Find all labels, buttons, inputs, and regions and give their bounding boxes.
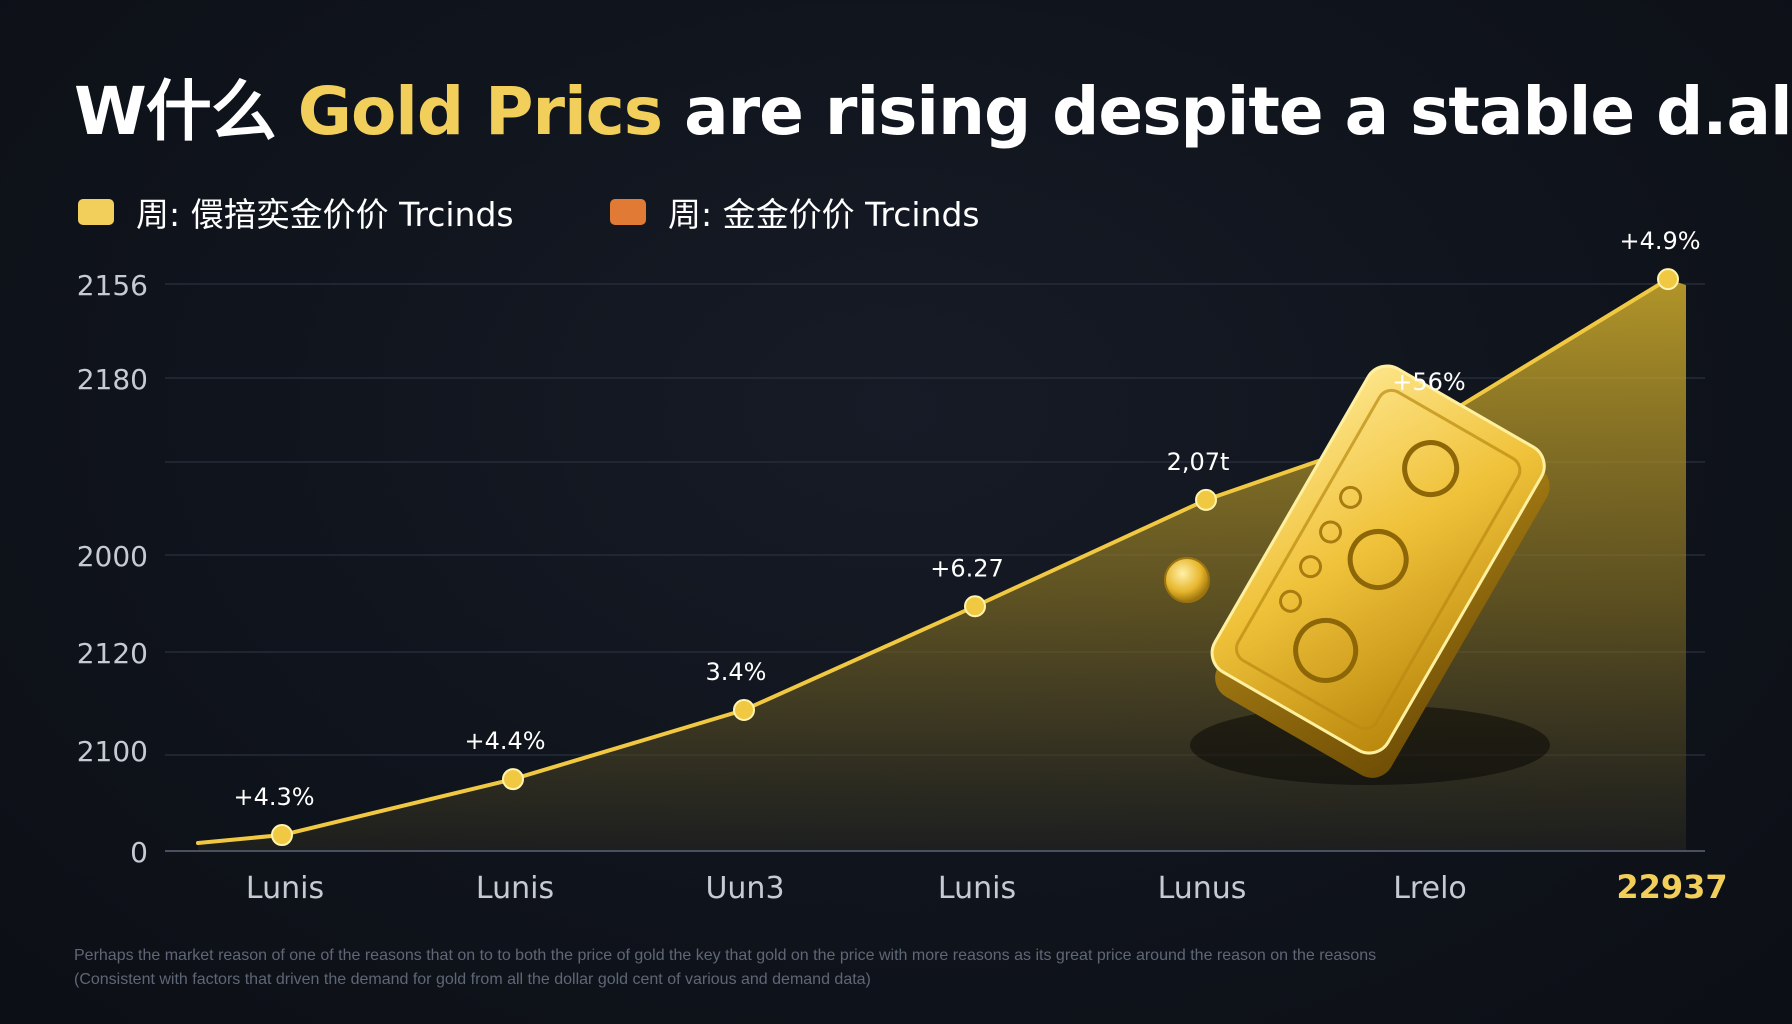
y-tick-label: 2000 <box>77 540 148 573</box>
footnote: Perhaps the market reason of one of the … <box>74 944 1714 992</box>
y-tick-label: 0 <box>130 836 148 869</box>
gold-bar-emblem-bottom <box>1293 617 1359 683</box>
legend-item-2: 周: 金金价价 Trcinds <box>610 190 980 234</box>
title-highlight: Gold Prics <box>297 73 663 150</box>
tick-labels: 2156 2180 2000 2120 2100 0 Lunis Lunis Uun3 Lunis… <box>77 269 1728 906</box>
data-point-marker <box>271 824 293 847</box>
x-tick-label: Lrelo <box>1393 871 1467 906</box>
data-label: +4.3% <box>233 783 314 811</box>
footnote-line-1: Perhaps the market reason of one of the … <box>74 947 1377 964</box>
marker-layer: +4.3% +4.4% 3.4% +6.27 2,07t +56% +4.9% <box>233 227 1701 847</box>
legend-swatch-orange <box>610 199 646 225</box>
data-label: +4.9% <box>1619 227 1700 255</box>
legend-item-1: 周: 儇揞奕金价价 Trcinds <box>78 190 514 234</box>
gold-bar-illustration <box>1164 364 1550 785</box>
gold-bar-dot-1 <box>1339 485 1363 509</box>
y-tick-label: 2120 <box>77 637 148 670</box>
x-tick-label: Lunus <box>1158 871 1247 906</box>
data-label: +4.4% <box>464 727 545 755</box>
page-title: W什么 Gold Prics are rising despite a stab… <box>74 58 1792 154</box>
y-tick-label: 2180 <box>77 363 148 396</box>
gold-bar-emblem-top <box>1402 440 1460 498</box>
data-point-marker <box>502 768 524 791</box>
legend-label-1: 周: 儇揞奕金价价 Trcinds <box>136 195 514 234</box>
legend-label-2: 周: 金金价价 Trcinds <box>668 195 980 234</box>
x-tick-label: Uun3 <box>705 871 784 906</box>
gold-bar-dot-3 <box>1299 555 1323 579</box>
footnote-line-2: (Consistent with factors that driven the… <box>74 971 871 988</box>
x-tick-label: 22937 <box>1616 868 1727 906</box>
gold-bar-inner-border <box>1235 388 1522 731</box>
data-label: +6.27 <box>930 554 1004 582</box>
data-point-marker <box>1195 488 1217 511</box>
y-tick-label: 2100 <box>77 735 148 768</box>
gold-bar-emblem-middle <box>1347 529 1409 591</box>
data-point-marker <box>1657 268 1679 291</box>
x-tick-label: Lunis <box>246 871 324 906</box>
data-point-marker <box>733 699 755 722</box>
title-part-1: W什么 <box>74 73 298 150</box>
data-point-marker <box>964 595 986 618</box>
y-tick-label: 2156 <box>77 269 148 302</box>
x-tick-label: Lunis <box>938 871 1016 906</box>
legend-swatch-yellow <box>78 199 114 225</box>
x-tick-label: Lunis <box>476 871 554 906</box>
gold-coin <box>1164 557 1210 603</box>
gold-bar-dot-4 <box>1279 589 1303 613</box>
data-label: +56% <box>1392 368 1465 396</box>
data-label: 3.4% <box>706 658 767 686</box>
gold-bar-dot-2 <box>1319 520 1343 544</box>
data-label: 2,07t <box>1167 448 1230 476</box>
title-part-2: are rising despite a stable d.alr <box>662 73 1792 150</box>
